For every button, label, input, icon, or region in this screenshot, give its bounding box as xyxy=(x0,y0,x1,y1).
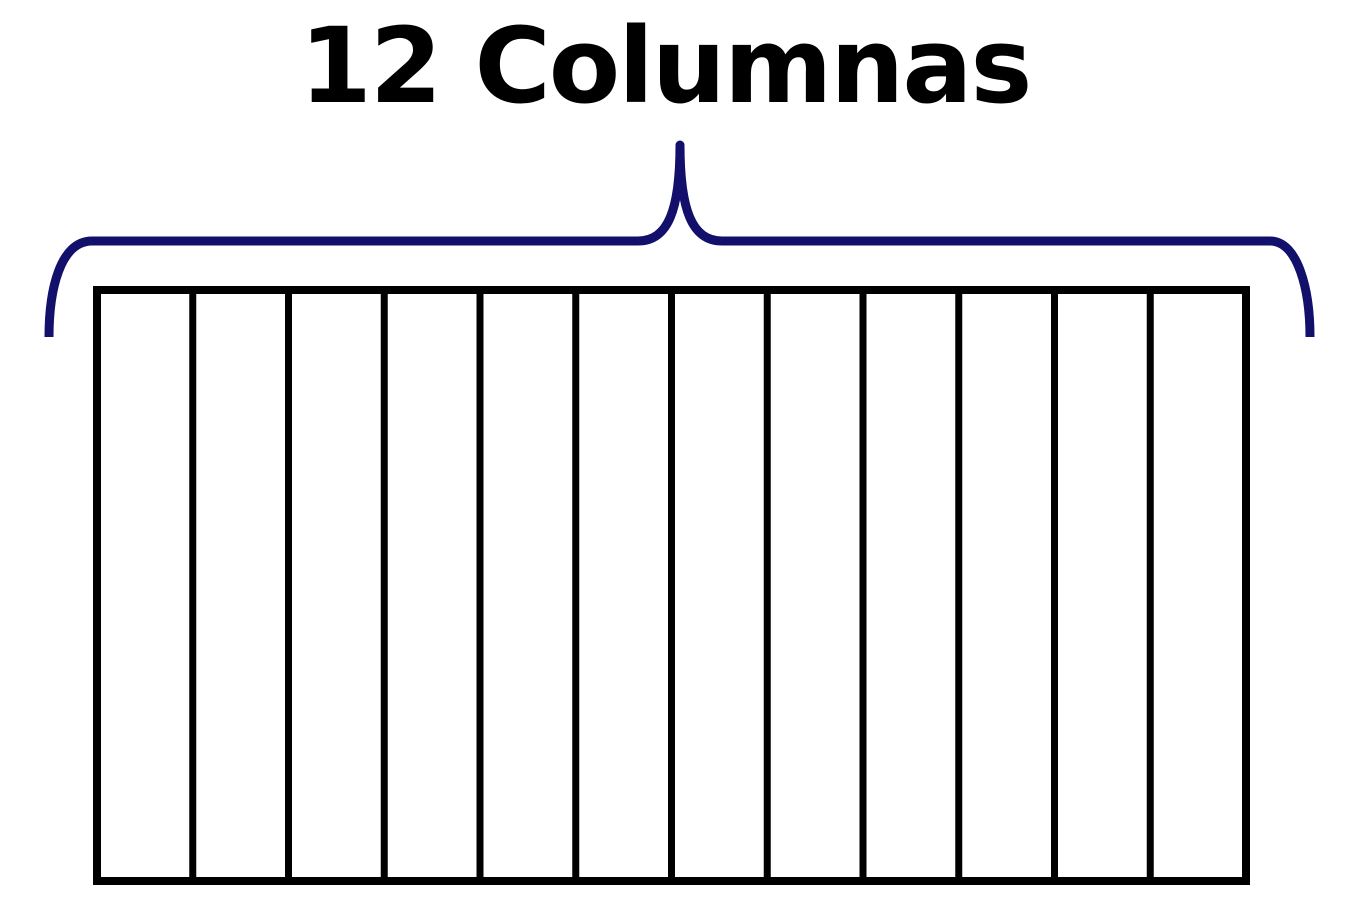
curly-brace xyxy=(44,140,1315,338)
column-dividers xyxy=(189,290,1154,881)
diagram-title: 12 Columnas xyxy=(299,5,1033,127)
